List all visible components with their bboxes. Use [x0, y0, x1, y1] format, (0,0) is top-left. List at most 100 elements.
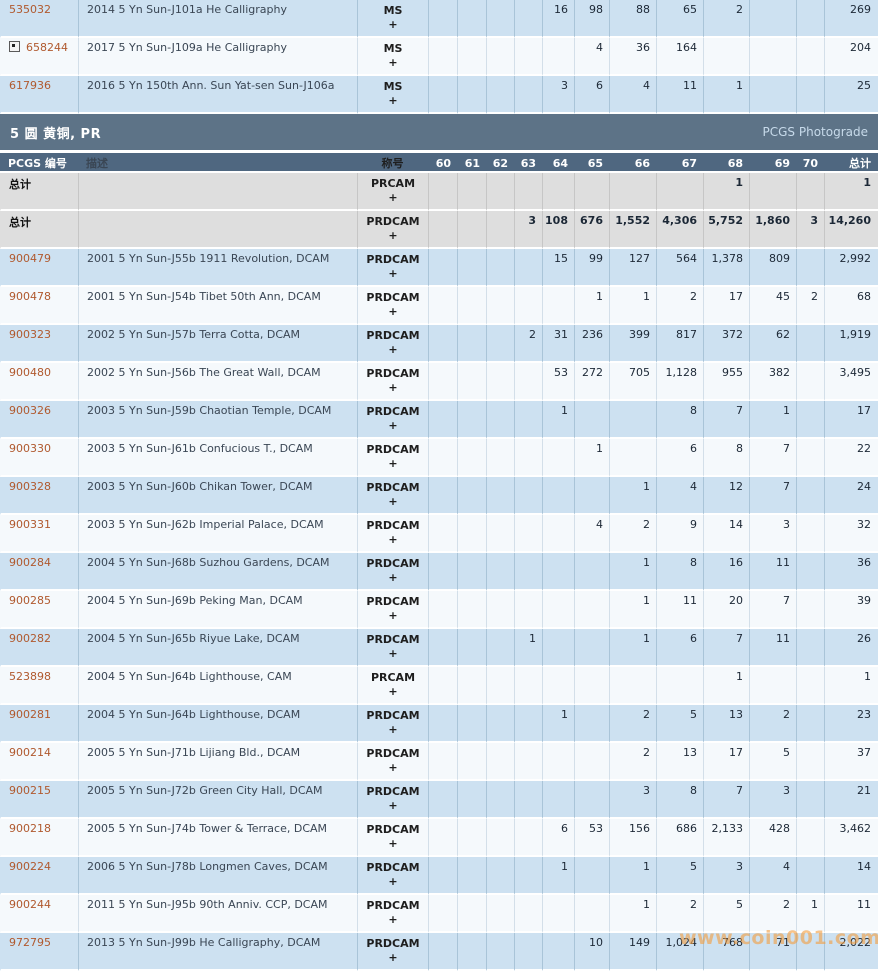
designation: PRCAM [370, 177, 416, 190]
designation-plus: + [388, 951, 398, 964]
pcgs-number-link[interactable]: 900480 [9, 366, 51, 379]
pcgs-number-link[interactable]: 900285 [9, 594, 51, 607]
pcgs-number-cell: 900326 [0, 401, 78, 439]
grade-67-count: 65 [656, 0, 703, 38]
grade-67-count: 5 [656, 705, 703, 743]
grade-64-count [542, 933, 574, 971]
grade-67-count: 11 [656, 591, 703, 629]
grade-61-count [457, 591, 486, 629]
grade-63-count: 2 [514, 325, 542, 363]
grade-69-count: 428 [749, 819, 796, 857]
designation-plus: + [388, 229, 398, 242]
grade-62-count [486, 933, 514, 971]
grade-60-count [428, 933, 457, 971]
grade-66-count: 1 [609, 629, 656, 667]
designation: PRDCAM [366, 367, 420, 380]
pcgs-number-link[interactable]: 658244 [26, 41, 68, 54]
pcgs-number-link[interactable]: 900328 [9, 480, 51, 493]
designation-plus: + [388, 267, 398, 280]
grade-63-count [514, 591, 542, 629]
grade-68-count: 3 [703, 857, 749, 895]
designation: PRDCAM [366, 709, 420, 722]
total-count: 23 [824, 705, 878, 743]
summary-label-cell: 总计 [0, 173, 78, 211]
pcgs-number-link[interactable]: 900218 [9, 822, 51, 835]
grade-68-count: 20 [703, 591, 749, 629]
pcgs-number-cell: 535032 [0, 0, 78, 38]
pcgs-number-link[interactable]: 900331 [9, 518, 51, 531]
expand-variety-icon[interactable] [9, 41, 20, 52]
column-header-grade-64: 64 [542, 153, 574, 173]
grade-67-count: 5 [656, 857, 703, 895]
coin-description: 2004 5 Yn Sun-J69b Peking Man, DCAM [78, 591, 357, 629]
pcgs-number-link[interactable]: 900478 [9, 290, 51, 303]
table-row: 900478 2001 5 Yn Sun-J54b Tibet 50th Ann,… [0, 287, 878, 325]
total-count: 1 [824, 173, 878, 211]
grade-60-count [428, 857, 457, 895]
grade-61-count [457, 211, 486, 249]
grade-60-count [428, 553, 457, 591]
pcgs-number-link[interactable]: 900284 [9, 556, 51, 569]
grade-64-count: 53 [542, 363, 574, 401]
grade-67-count: 11 [656, 76, 703, 114]
pcgs-number-link[interactable]: 535032 [9, 3, 51, 16]
coin-description: 2014 5 Yn Sun-J101a He Calligraphy [78, 0, 357, 38]
designation: PRDCAM [366, 557, 420, 570]
pcgs-number-link[interactable]: 900281 [9, 708, 51, 721]
pcgs-number-link[interactable]: 900326 [9, 404, 51, 417]
pcgs-number-link[interactable]: 523898 [9, 670, 51, 683]
designation-cell: MS + [357, 38, 428, 76]
designation: PRDCAM [366, 861, 420, 874]
grade-60-count [428, 325, 457, 363]
population-table: PCGS 编号 描述 称号 60 61 62 63 64 65 66 67 68 69 70 总计 总计 PR… [0, 153, 878, 971]
grade-64-count: 16 [542, 0, 574, 38]
grade-63-count [514, 705, 542, 743]
pcgs-number-link[interactable]: 900215 [9, 784, 51, 797]
column-header-grade-65: 65 [574, 153, 609, 173]
grade-61-count [457, 249, 486, 287]
grade-62-count [486, 515, 514, 553]
designation-cell: MS + [357, 76, 428, 114]
grade-68-count: 1 [703, 173, 749, 211]
grade-61-count [457, 553, 486, 591]
grade-60-count [428, 173, 457, 211]
grade-67-count: 564 [656, 249, 703, 287]
total-count: 17 [824, 401, 878, 439]
pcgs-number-link[interactable]: 900244 [9, 898, 51, 911]
coin-description: 2002 5 Yn Sun-J56b The Great Wall, DCAM [78, 363, 357, 401]
pcgs-photograde-label[interactable]: PCGS Photograde [762, 125, 868, 139]
pcgs-number-cell: 900281 [0, 705, 78, 743]
pcgs-number-link[interactable]: 900479 [9, 252, 51, 265]
pcgs-number-link[interactable]: 900323 [9, 328, 51, 341]
table-row: 900214 2005 5 Yn Sun-J71b Lijiang Bld., D… [0, 743, 878, 781]
pcgs-number-link[interactable]: 972795 [9, 936, 51, 949]
grade-60-count [428, 629, 457, 667]
total-count: 14 [824, 857, 878, 895]
pcgs-number-cell: 900323 [0, 325, 78, 363]
designation-plus: + [388, 457, 398, 470]
pcgs-number-cell: 523898 [0, 667, 78, 705]
grade-65-count: 4 [574, 515, 609, 553]
grade-62-count [486, 287, 514, 325]
grade-65-count: 99 [574, 249, 609, 287]
grade-67-count: 8 [656, 401, 703, 439]
pcgs-number-link[interactable]: 900330 [9, 442, 51, 455]
pcgs-number-link[interactable]: 900282 [9, 632, 51, 645]
designation-plus: + [388, 685, 398, 698]
pcgs-number-link[interactable]: 900224 [9, 860, 51, 873]
grade-61-count [457, 363, 486, 401]
grade-64-count: 3 [542, 76, 574, 114]
pcgs-number-link[interactable]: 617936 [9, 79, 51, 92]
grade-60-count [428, 38, 457, 76]
grade-69-count [749, 667, 796, 705]
table-row: 900328 2003 5 Yn Sun-J60b Chikan Tower, D… [0, 477, 878, 515]
grade-60-count [428, 743, 457, 781]
pcgs-number-link[interactable]: 900214 [9, 746, 51, 759]
grade-63-count [514, 933, 542, 971]
grade-70-count [796, 743, 824, 781]
total-count: 3,495 [824, 363, 878, 401]
grade-62-count [486, 667, 514, 705]
grade-60-count [428, 0, 457, 38]
total-count: 11 [824, 895, 878, 933]
table-row: 900215 2005 5 Yn Sun-J72b Green City Hall… [0, 781, 878, 819]
